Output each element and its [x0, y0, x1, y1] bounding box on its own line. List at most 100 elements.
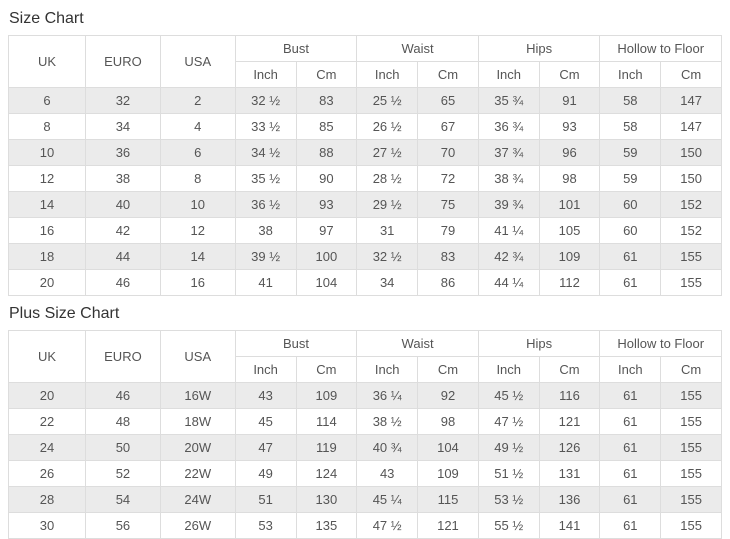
table-cell: 41	[234, 269, 297, 296]
table-cell: 32	[85, 87, 161, 114]
table-cell: 10	[8, 139, 86, 166]
table-cell: 114	[295, 408, 358, 435]
table-row: 20 46 16W 43 109 36 ¼ 92 45 ½ 116 61 155	[8, 382, 722, 409]
table-cell: 34	[85, 113, 161, 140]
table-cell: 92	[417, 382, 479, 409]
table-cell: 16W	[159, 382, 236, 409]
table-cell: 45 ½	[477, 382, 540, 409]
table-cell: 12	[8, 165, 86, 192]
table-cell: 60	[599, 191, 662, 218]
table-cell: 6	[159, 139, 236, 166]
table-cell: 12	[159, 217, 236, 244]
header-bust-cm: Cm	[295, 356, 358, 383]
table-cell: 61	[599, 243, 662, 270]
table-cell: 49 ½	[477, 434, 540, 461]
table-cell: 26 ½	[356, 113, 419, 140]
table-cell: 18	[8, 243, 86, 270]
table-cell: 119	[295, 434, 358, 461]
table-cell: 46	[85, 382, 161, 409]
table-cell: 98	[417, 408, 479, 435]
table-cell: 27 ½	[356, 139, 419, 166]
table-cell: 61	[599, 382, 662, 409]
plus-size-chart-table: UK EURO USA Bust Waist Hips Hollow to Fl…	[8, 330, 722, 539]
size-chart-title: Size Chart	[9, 10, 84, 27]
table-cell: 141	[538, 512, 601, 539]
table-cell: 47 ½	[356, 512, 419, 539]
header-hollow-to-floor: Hollow to Floor	[599, 330, 722, 357]
header-waist-inch: Inch	[356, 61, 419, 88]
table-cell: 155	[660, 269, 722, 296]
table-cell: 36 ¾	[477, 113, 540, 140]
table-cell: 135	[295, 512, 358, 539]
table-cell: 22W	[159, 460, 236, 487]
table-cell: 65	[417, 87, 479, 114]
table-cell: 155	[660, 460, 722, 487]
table-cell: 2	[159, 87, 236, 114]
table-cell: 35 ½	[234, 165, 297, 192]
size-chart-page: Size Chart UK EURO USA Bust Waist Hips H…	[8, 8, 722, 539]
header-hollow-inch: Inch	[599, 356, 662, 383]
table-cell: 86	[417, 269, 479, 296]
table-cell: 147	[660, 87, 722, 114]
table-cell: 59	[599, 165, 662, 192]
table-cell: 150	[660, 139, 722, 166]
table-cell: 51 ½	[477, 460, 540, 487]
table-row: 14 40 10 36 ½ 93 29 ½ 75 39 ¾ 101 60 152	[8, 191, 722, 218]
table-cell: 51	[234, 486, 297, 513]
header-hips-cm: Cm	[538, 61, 601, 88]
header-usa: USA	[159, 35, 236, 88]
header-hips: Hips	[477, 35, 601, 62]
table-cell: 36	[85, 139, 161, 166]
table-cell: 56	[85, 512, 161, 539]
header-euro: EURO	[85, 35, 161, 88]
table-cell: 109	[538, 243, 601, 270]
header-hollow-cm: Cm	[660, 356, 722, 383]
table-cell: 58	[599, 113, 662, 140]
header-uk: UK	[8, 35, 86, 88]
table-cell: 152	[660, 217, 722, 244]
plus-size-chart-title: Plus Size Chart	[9, 305, 120, 322]
table-cell: 20W	[159, 434, 236, 461]
table-row: 16 42 12 38 97 31 79 41 ¼ 105 60 152	[8, 217, 722, 244]
table-cell: 28	[8, 486, 86, 513]
table-cell: 47	[234, 434, 297, 461]
header-uk: UK	[8, 330, 86, 383]
table-cell: 61	[599, 460, 662, 487]
table-cell: 93	[538, 113, 601, 140]
table-cell: 61	[599, 269, 662, 296]
table-cell: 14	[8, 191, 86, 218]
table-cell: 55 ½	[477, 512, 540, 539]
table-row: 6 32 2 32 ½ 83 25 ½ 65 35 ¾ 91 58 147	[8, 87, 722, 114]
table-cell: 8	[159, 165, 236, 192]
table-cell: 40	[85, 191, 161, 218]
table-cell: 39 ¾	[477, 191, 540, 218]
table-cell: 32 ½	[356, 243, 419, 270]
size-chart-table: UK EURO USA Bust Waist Hips Hollow to Fl…	[8, 35, 722, 296]
table-header-row-units: Inch Cm Inch Cm Inch Cm Inch Cm	[9, 61, 722, 88]
header-waist-cm: Cm	[417, 356, 479, 383]
header-hips-cm: Cm	[538, 356, 601, 383]
table-cell: 61	[599, 408, 662, 435]
header-bust-cm: Cm	[295, 61, 358, 88]
table-cell: 152	[660, 191, 722, 218]
table-cell: 36 ¼	[356, 382, 419, 409]
header-waist-cm: Cm	[417, 61, 479, 88]
table-cell: 59	[599, 139, 662, 166]
table-cell: 115	[417, 486, 479, 513]
table-row: 20 46 16 41 104 34 86 44 ¼ 112 61 155	[8, 269, 722, 296]
table-cell: 16	[8, 217, 86, 244]
table-cell: 126	[538, 434, 601, 461]
header-hips: Hips	[477, 330, 601, 357]
table-cell: 61	[599, 512, 662, 539]
table-cell: 88	[295, 139, 358, 166]
header-waist: Waist	[356, 35, 479, 62]
table-cell: 130	[295, 486, 358, 513]
header-usa: USA	[159, 330, 236, 383]
header-bust: Bust	[234, 35, 358, 62]
table-cell: 38	[234, 217, 297, 244]
table-cell: 91	[538, 87, 601, 114]
table-cell: 49	[234, 460, 297, 487]
header-bust-inch: Inch	[234, 356, 297, 383]
table-cell: 42 ¾	[477, 243, 540, 270]
header-waist-inch: Inch	[356, 356, 419, 383]
